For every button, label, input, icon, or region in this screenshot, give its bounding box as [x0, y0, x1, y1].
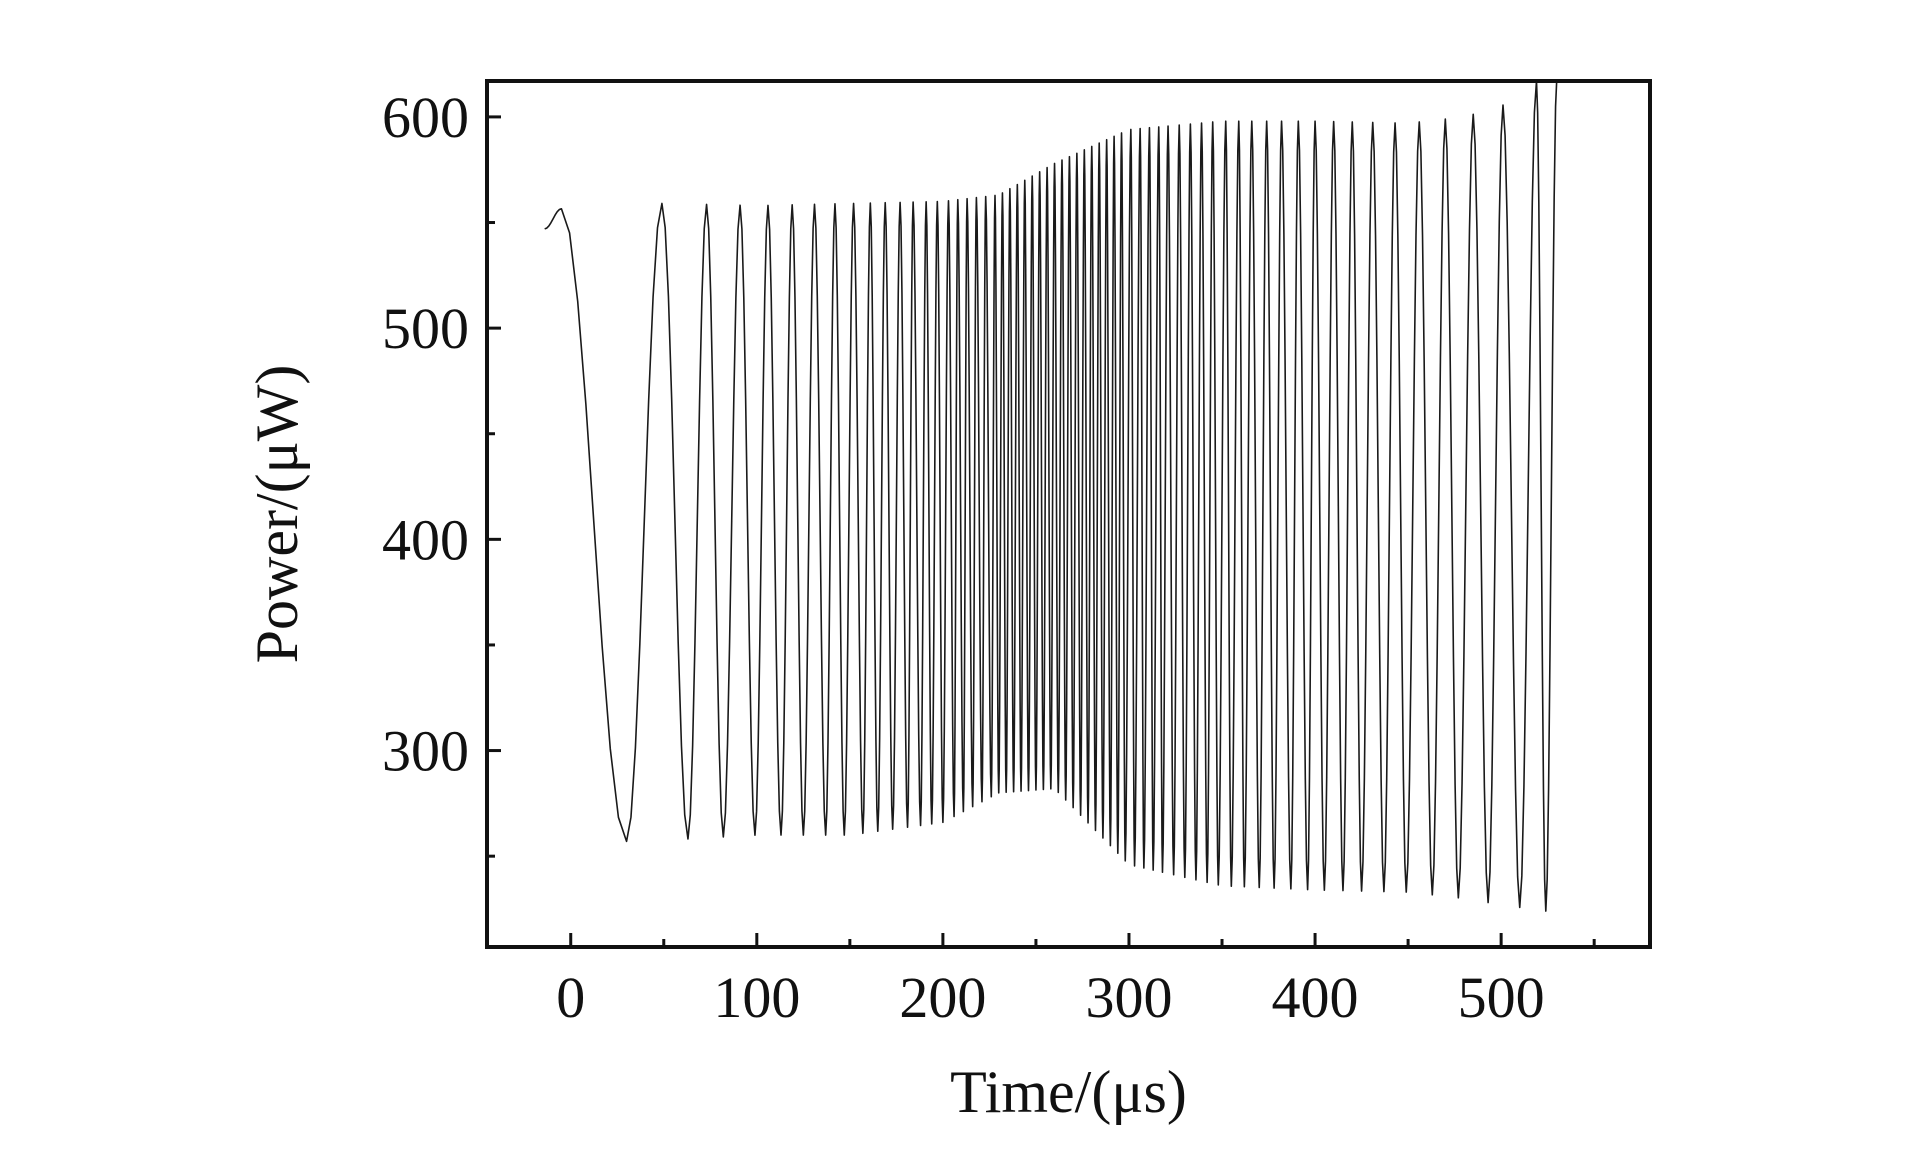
y-tick-label: 500 — [382, 296, 469, 361]
x-axis: 0 100 200 300 400 500 — [556, 933, 1596, 1030]
x-tick-label: 300 — [1085, 965, 1172, 1030]
plot-area — [485, 79, 1652, 949]
x-axis-title: Time/(μs) — [950, 1059, 1187, 1125]
y-axis-title: Power/(μW) — [244, 365, 310, 664]
power-trace-group — [544, 81, 1558, 912]
x-tick-label: 0 — [556, 965, 585, 1030]
y-tick-label: 400 — [382, 507, 469, 572]
x-tick-label: 500 — [1458, 965, 1545, 1030]
x-tick-label: 200 — [899, 965, 986, 1030]
x-tick-label: 100 — [713, 965, 800, 1030]
x-tick-label: 400 — [1272, 965, 1359, 1030]
plot-frame — [485, 79, 1652, 949]
power-series-line — [544, 81, 1558, 912]
y-tick-label: 300 — [382, 719, 469, 784]
y-axis: 300 400 500 600 — [382, 85, 501, 858]
y-tick-label: 600 — [382, 85, 469, 150]
